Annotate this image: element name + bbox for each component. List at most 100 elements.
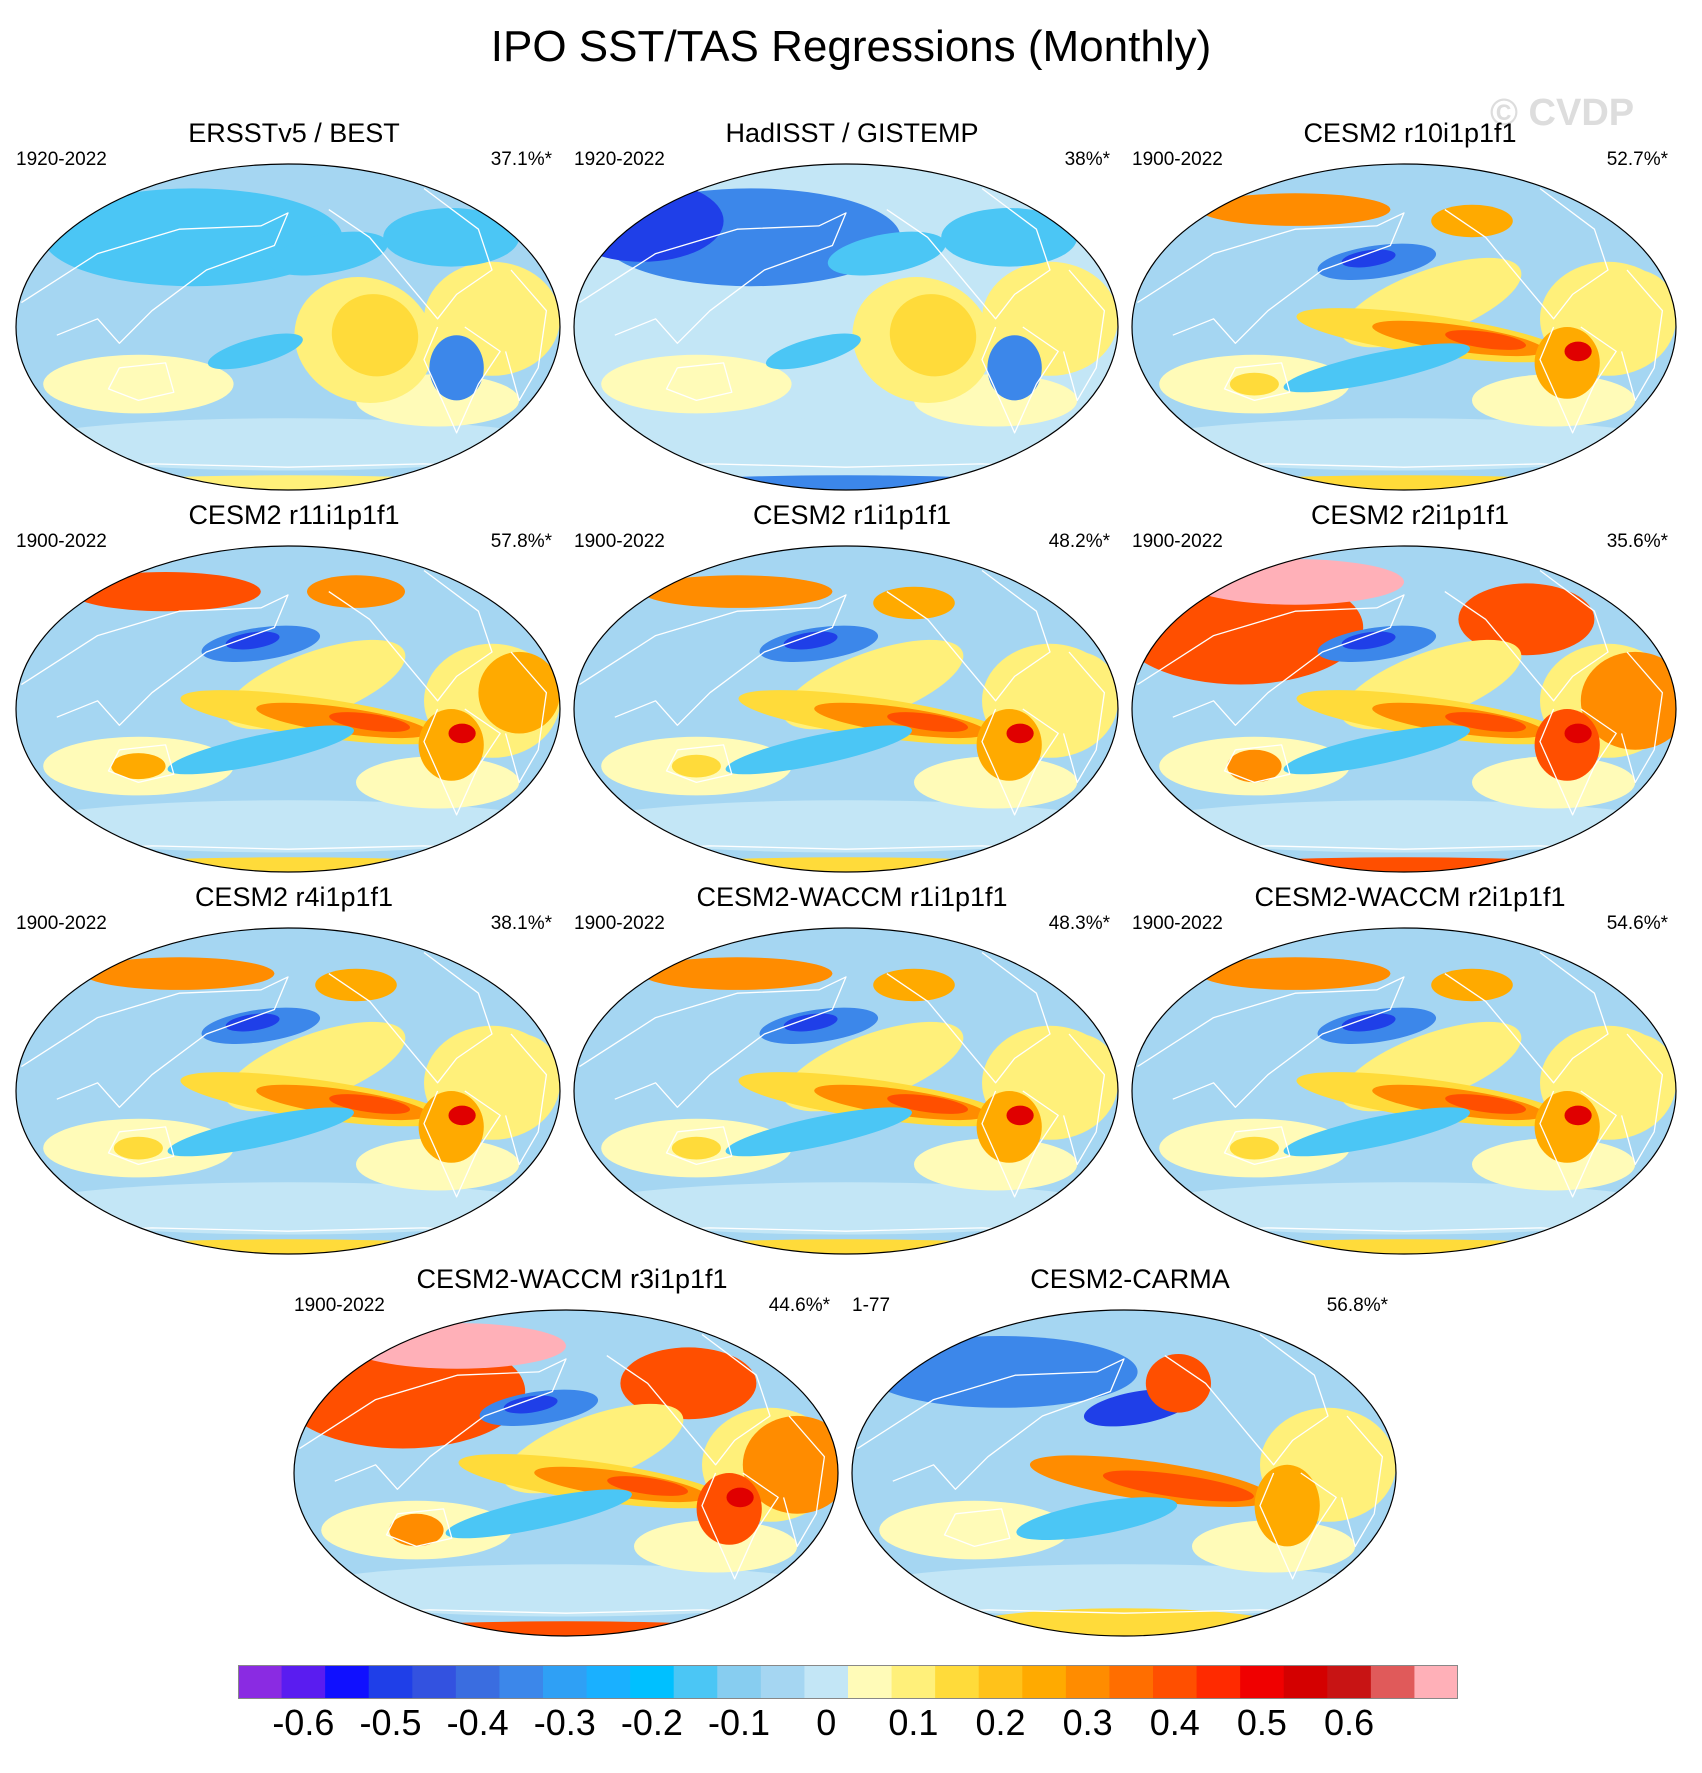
eurasia-coastline bbox=[21, 594, 289, 726]
eurasia-coastline bbox=[299, 1358, 567, 1490]
panel-title: CESM2 r2i1p1f1 bbox=[1310, 500, 1510, 530]
north-america-coastline bbox=[1444, 187, 1609, 320]
panel-variance-percent: 54.6%* bbox=[1606, 913, 1668, 934]
southern-ocean-band bbox=[294, 1564, 838, 1617]
north-pacific-core-anomaly bbox=[783, 1013, 838, 1032]
africa-anomaly bbox=[1036, 651, 1118, 734]
south-atlantic-anomaly bbox=[634, 1520, 798, 1573]
map-panel: CESM2 r1i1p1f1 1900-2022 48.2%* bbox=[572, 500, 1132, 880]
south-america-anomaly bbox=[1534, 709, 1600, 781]
panel-title: CESM2-WACCM r1i1p1f1 bbox=[696, 882, 1008, 912]
eurasia-coastline bbox=[21, 976, 289, 1108]
panel-period: 1900-2022 bbox=[294, 1295, 385, 1316]
australia-coastline bbox=[665, 1126, 733, 1166]
regression-map bbox=[15, 545, 561, 873]
south-america-coastline bbox=[981, 326, 1059, 434]
colorbar-swatch bbox=[630, 1665, 675, 1699]
colorbar-swatch bbox=[1370, 1665, 1415, 1699]
map-panel: CESM2 r2i1p1f1 1900-2022 35.6%* bbox=[1130, 500, 1690, 880]
amazon-core-anomaly bbox=[1006, 723, 1034, 744]
south-america-anomaly bbox=[429, 335, 484, 401]
north-america-coastline bbox=[1444, 951, 1609, 1084]
africa-coastline bbox=[1062, 651, 1106, 784]
regression-map bbox=[15, 927, 561, 1255]
regression-map bbox=[573, 927, 1119, 1255]
south-atlantic-anomaly bbox=[914, 756, 1078, 809]
map-panel: CESM2-CARMA 1-77 56.8%* bbox=[850, 1264, 1410, 1644]
south-america-coastline bbox=[1259, 1472, 1337, 1580]
north-asia-anomaly bbox=[642, 957, 833, 990]
alaska-warm-anomaly bbox=[873, 586, 955, 620]
panel-variance-percent: 57.8%* bbox=[490, 531, 552, 552]
colorbar-tick-label: -0.1 bbox=[708, 1702, 771, 1743]
southern-ocean-band bbox=[16, 800, 560, 853]
colorbar-swatch bbox=[1022, 1665, 1067, 1699]
southern-ocean-band bbox=[16, 1182, 560, 1235]
africa-coastline bbox=[782, 1415, 826, 1548]
north-america-coastline bbox=[606, 1333, 771, 1466]
south-atlantic-anomaly bbox=[1472, 756, 1636, 809]
north-pacific-cool-anomaly bbox=[269, 231, 388, 276]
colorbar-frame bbox=[238, 1665, 1458, 1699]
south-america-anomaly bbox=[1254, 1464, 1320, 1547]
map-outline bbox=[15, 545, 561, 873]
north-pacific-core-anomaly bbox=[225, 631, 280, 650]
australia-coastline bbox=[665, 744, 733, 784]
south-pacific-cool-anomaly bbox=[167, 725, 354, 775]
panel-variance-percent: 38.1%* bbox=[490, 913, 552, 934]
panel-title: CESM2 r11i1p1f1 bbox=[188, 500, 400, 530]
southern-ocean-band bbox=[1132, 800, 1676, 853]
australia-coastline bbox=[107, 362, 175, 402]
southern-ocean-band bbox=[1132, 1182, 1676, 1235]
map-field bbox=[1132, 928, 1676, 1254]
nino-region-anomaly bbox=[607, 1476, 689, 1496]
nino-region-anomaly bbox=[887, 712, 969, 732]
north-america-coastline bbox=[886, 951, 1051, 1084]
south-pacific-cool-anomaly bbox=[1016, 1497, 1178, 1541]
map-panel: CESM2 r11i1p1f1 1900-2022 57.8%* bbox=[14, 500, 574, 880]
colorbar-tick-label: 0.3 bbox=[1062, 1702, 1113, 1743]
north-america-anomaly bbox=[620, 1347, 757, 1420]
map-field bbox=[16, 546, 560, 872]
colorbar-swatch bbox=[1109, 1665, 1154, 1699]
colorbar-swatch bbox=[935, 1665, 980, 1699]
panel-title: CESM2-WACCM r2i1p1f1 bbox=[1254, 882, 1566, 912]
colorbar-swatch bbox=[760, 1665, 805, 1699]
north-asia-anomaly bbox=[84, 957, 275, 990]
south-pacific-cool-anomaly bbox=[1283, 343, 1470, 393]
south-america-coastline bbox=[1539, 326, 1617, 434]
north-america-coastline bbox=[1444, 569, 1609, 702]
north-america-coastline bbox=[1164, 1333, 1329, 1466]
south-atlantic-anomaly bbox=[1472, 1138, 1636, 1191]
regression-map bbox=[1131, 545, 1677, 873]
arctic-anomaly bbox=[348, 1323, 566, 1369]
map-panel: CESM2 r10i1p1f1 1900-2022 52.7%* bbox=[1130, 118, 1690, 498]
south-america-anomaly bbox=[976, 709, 1042, 781]
panel-variance-percent: 48.3%* bbox=[1048, 913, 1110, 934]
map-outline bbox=[573, 163, 1119, 491]
north-pacific-core-anomaly bbox=[783, 631, 838, 650]
amazon-core-anomaly bbox=[1564, 341, 1592, 362]
southern-ocean-band bbox=[574, 418, 1118, 471]
colorbar-tick-label: 0.6 bbox=[1324, 1702, 1375, 1743]
colorbar-swatch bbox=[1283, 1665, 1328, 1699]
north-pacific-core-anomaly bbox=[225, 1013, 280, 1032]
africa-coastline bbox=[1062, 269, 1106, 402]
map-outline bbox=[15, 927, 561, 1255]
nino-region-anomaly bbox=[1445, 712, 1527, 732]
south-pacific-cool-anomaly bbox=[1283, 1107, 1470, 1157]
colorbar-swatch bbox=[368, 1665, 413, 1699]
north-pacific-core-anomaly bbox=[1341, 631, 1396, 650]
africa-anomaly bbox=[478, 1033, 560, 1116]
south-america-coastline bbox=[423, 708, 501, 816]
africa-coastline bbox=[1340, 1415, 1384, 1548]
australia-anomaly bbox=[1227, 749, 1282, 783]
colorbar-swatch bbox=[673, 1665, 718, 1699]
africa-coastline bbox=[1620, 269, 1664, 402]
panel-title: CESM2-CARMA bbox=[1030, 1264, 1230, 1294]
australia-anomaly bbox=[389, 1513, 444, 1547]
alaska-warm-anomaly bbox=[1431, 968, 1513, 1002]
colorbar-tick-label: -0.2 bbox=[620, 1702, 683, 1743]
africa-anomaly bbox=[1036, 1033, 1118, 1116]
south-america-anomaly bbox=[1534, 327, 1600, 399]
